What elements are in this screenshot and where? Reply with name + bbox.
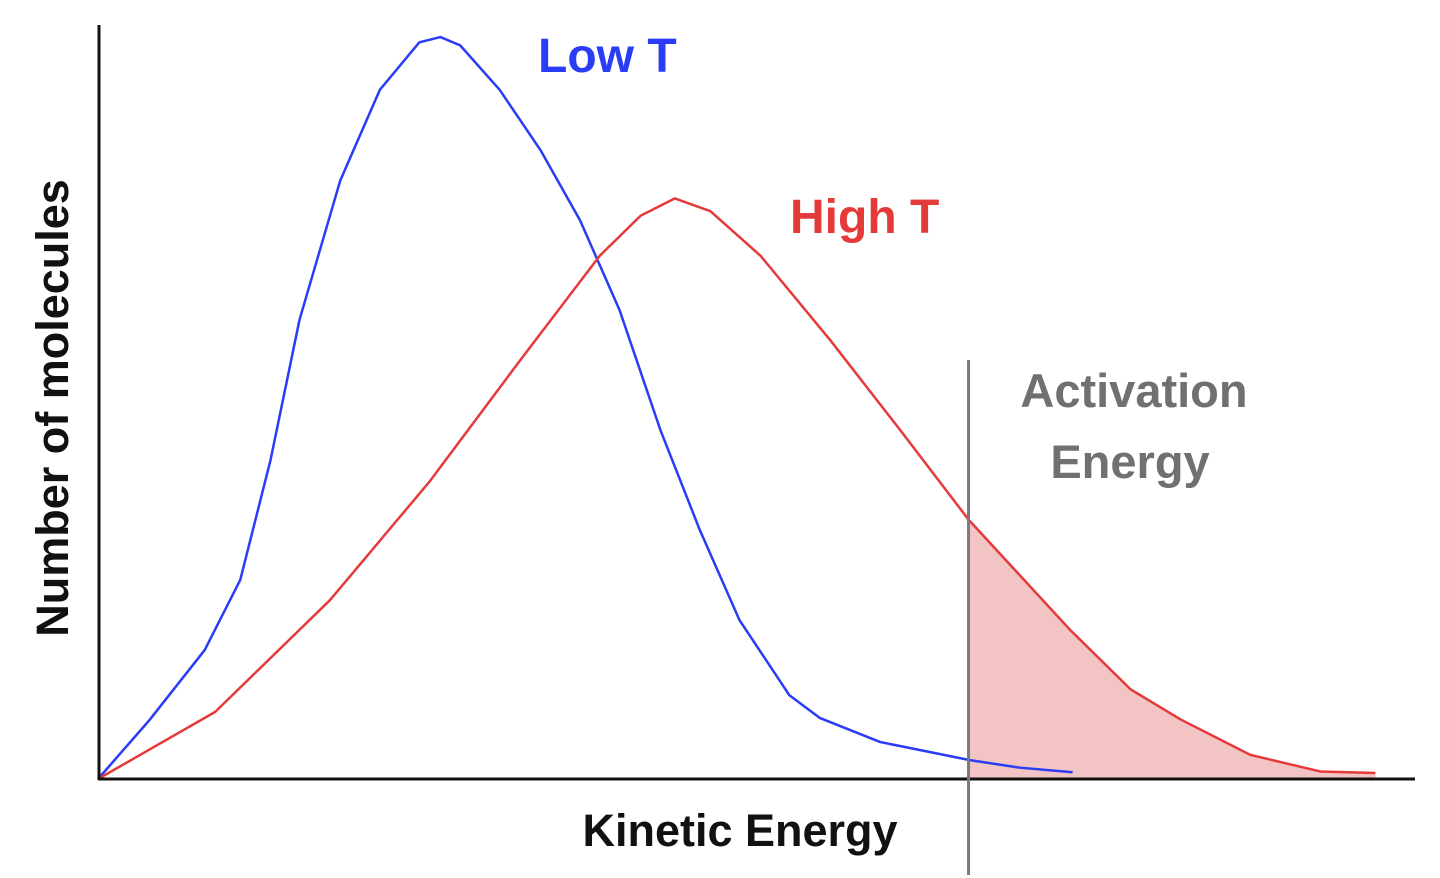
- area-fill-high-t: [968, 519, 1376, 779]
- activation-energy-label-line1: Activation: [1020, 364, 1247, 417]
- y-axis-label: Number of molecules: [27, 179, 78, 637]
- series-label-low-t: Low T: [538, 30, 677, 83]
- series-lines: [97, 35, 1376, 781]
- activation-energy-label-line2: Energy: [1050, 435, 1209, 488]
- x-axis-label: Kinetic Energy: [582, 805, 897, 856]
- series-line-high-t: [97, 197, 1376, 781]
- series-label-high-t: High T: [790, 191, 939, 244]
- series-line-low-t: [97, 35, 1073, 780]
- area-fills: [968, 519, 1376, 779]
